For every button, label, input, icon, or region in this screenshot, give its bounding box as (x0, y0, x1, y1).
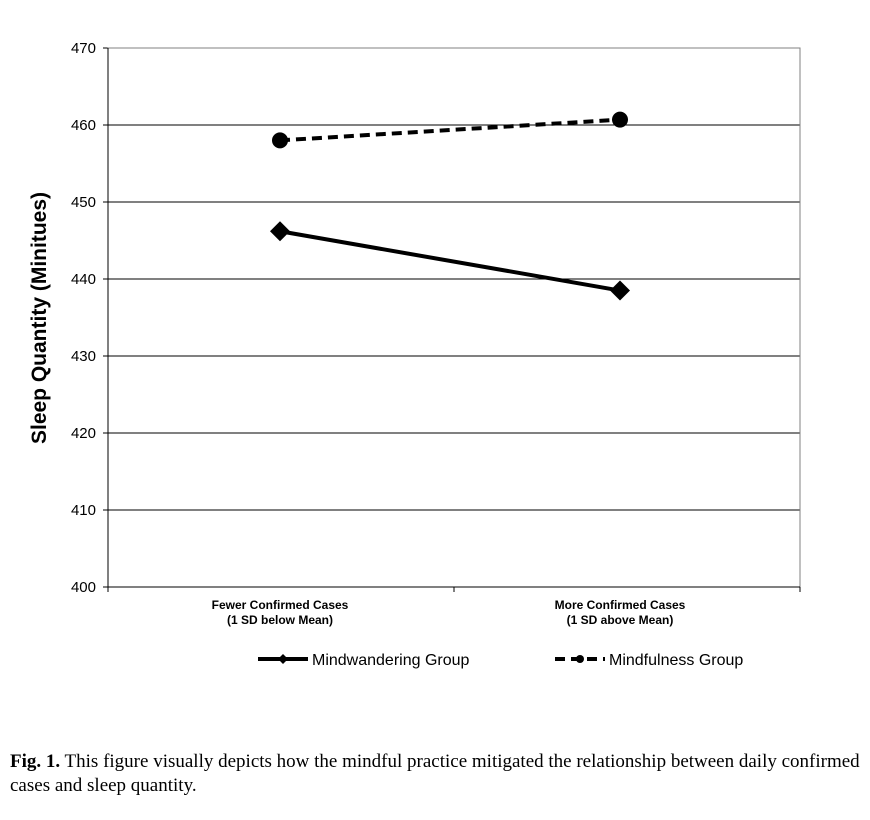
y-tick-label: 420 (71, 425, 96, 442)
data-point-circle (612, 111, 628, 128)
y-tick-label: 410 (71, 502, 96, 519)
line-chart: 400 410 420 430 440 450 460 470 Fewer Confirmed … (28, 40, 801, 669)
data-point-circle (576, 655, 584, 663)
y-tick-label: 460 (71, 117, 96, 134)
y-tick-label: 440 (71, 271, 96, 288)
data-point-diamond (270, 221, 290, 242)
y-tick-label: 470 (71, 40, 96, 57)
legend-label: Mindwandering Group (312, 652, 470, 669)
x-tick-label: (1 SD above Mean) (567, 613, 674, 627)
figure-caption: Fig. 1. This figure visually depicts how… (10, 750, 870, 798)
data-point-diamond (278, 654, 288, 664)
series-line (279, 229, 621, 293)
series-line (279, 117, 621, 143)
caption-label: Fig. 1. (10, 751, 61, 772)
y-tick-label: 450 (71, 194, 96, 211)
x-tick-label: (1 SD below Mean) (227, 613, 333, 627)
y-tick-label: 430 (71, 348, 96, 365)
y-axis-label: Sleep Quantity (Minitues) (28, 192, 51, 444)
y-tick-label: 400 (71, 579, 96, 596)
x-tick-label: Fewer Confirmed Cases (212, 598, 349, 612)
data-point-diamond (610, 280, 630, 301)
plot-border (107, 47, 801, 588)
legend-label: Mindfulness Group (609, 652, 743, 669)
caption-text: This figure visually depicts how the min… (10, 751, 860, 796)
data-point-circle (272, 132, 288, 149)
x-tick-label: More Confirmed Cases (555, 598, 686, 612)
